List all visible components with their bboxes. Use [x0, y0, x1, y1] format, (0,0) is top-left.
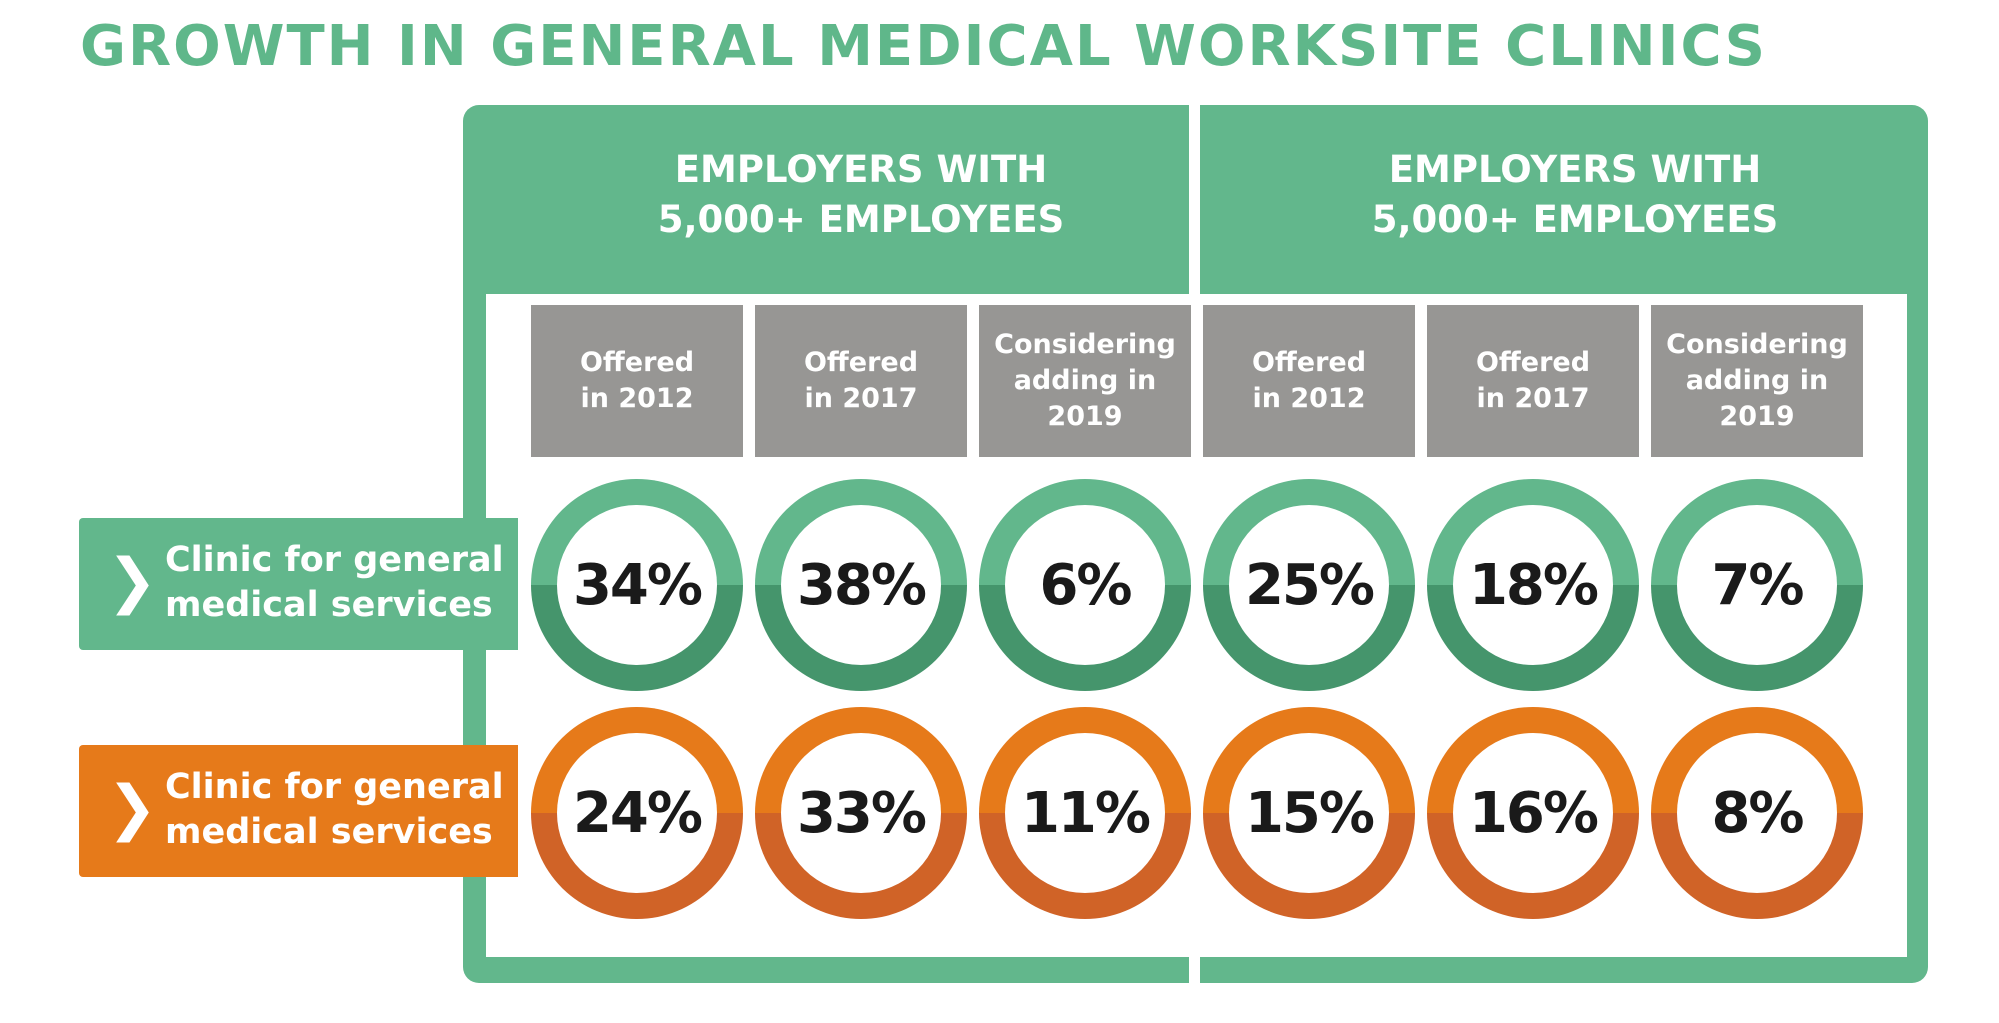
chevron-right-icon: ❯: [107, 773, 158, 843]
page-title: GROWTH IN GENERAL MEDICAL WORKSITE CLINI…: [80, 14, 1767, 79]
percent-ring: 34%: [531, 479, 743, 691]
row-label-text: Clinic for general medical services: [165, 767, 504, 852]
row-label-2: ❯ Clinic for general medical services: [79, 745, 522, 877]
percent-value: 6%: [1005, 505, 1165, 665]
column-header: Offered in 2017: [755, 305, 967, 457]
percent-ring: 16%: [1427, 707, 1639, 919]
row-label-1: ❯ Clinic for general medical services: [79, 518, 522, 650]
percent-ring: 7%: [1651, 479, 1863, 691]
percent-value: 18%: [1453, 505, 1613, 665]
column-header: Offered in 2017: [1427, 305, 1639, 457]
group-divider: [1189, 105, 1200, 983]
percent-ring: 38%: [755, 479, 967, 691]
column-header: Offered in 2012: [531, 305, 743, 457]
row-label-text: Clinic for general medical services: [165, 540, 504, 625]
percent-ring: 15%: [1203, 707, 1415, 919]
percent-ring: 6%: [979, 479, 1191, 691]
percent-ring: 11%: [979, 707, 1191, 919]
percent-value: 24%: [557, 733, 717, 893]
percent-value: 25%: [1229, 505, 1389, 665]
percent-value: 38%: [781, 505, 941, 665]
percent-value: 11%: [1005, 733, 1165, 893]
percent-ring: 24%: [531, 707, 743, 919]
percent-ring: 18%: [1427, 479, 1639, 691]
percent-ring: 25%: [1203, 479, 1415, 691]
column-header: Considering adding in 2019: [979, 305, 1191, 457]
column-header: Offered in 2012: [1203, 305, 1415, 457]
column-header: Considering adding in 2019: [1651, 305, 1863, 457]
percent-value: 8%: [1677, 733, 1837, 893]
group-header-2: EMPLOYERS WITH 5,000+ EMPLOYEES: [1371, 148, 1779, 241]
percent-value: 33%: [781, 733, 941, 893]
percent-value: 34%: [557, 505, 717, 665]
percent-ring: 8%: [1651, 707, 1863, 919]
percent-value: 7%: [1677, 505, 1837, 665]
group-header-1: EMPLOYERS WITH 5,000+ EMPLOYEES: [657, 148, 1065, 241]
percent-value: 15%: [1229, 733, 1389, 893]
chevron-right-icon: ❯: [107, 546, 158, 616]
percent-ring: 33%: [755, 707, 967, 919]
percent-value: 16%: [1453, 733, 1613, 893]
